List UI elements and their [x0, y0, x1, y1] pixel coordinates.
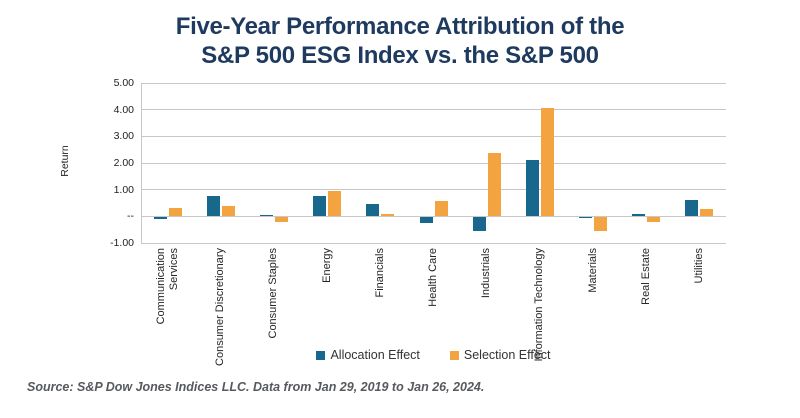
plot-area: [141, 82, 726, 244]
x-axis-label: Consumer Staples: [267, 248, 280, 339]
gridline: [141, 215, 726, 217]
bar-selection: [647, 217, 661, 222]
bar-selection: [328, 191, 342, 217]
bar-selection: [274, 217, 288, 223]
bar-allocation: [419, 217, 433, 223]
bar-allocation: [685, 199, 699, 217]
x-axis-label: Communication Services: [154, 248, 180, 325]
gridline: [141, 135, 726, 137]
bar-allocation: [632, 213, 646, 217]
bar-allocation: [313, 196, 327, 217]
y-tick-label: --: [127, 210, 134, 223]
bar-allocation: [259, 215, 273, 217]
legend-label: Allocation Effect: [330, 348, 420, 362]
bar-selection: [487, 152, 501, 217]
y-tick-label: 3.00: [113, 130, 134, 143]
bar-allocation: [472, 217, 486, 232]
legend: Allocation Effect Selection Effect: [141, 348, 726, 362]
x-axis-label: Real Estate: [639, 248, 652, 305]
bar-selection: [594, 217, 608, 231]
bar-selection: [168, 208, 182, 217]
bar-selection: [700, 208, 714, 217]
y-axis-title: Return: [59, 145, 71, 177]
bar-selection: [221, 205, 235, 217]
bar-selection: [540, 107, 554, 217]
x-axis-label: Industrials: [480, 248, 493, 299]
y-tick-label: 1.00: [113, 183, 134, 196]
x-axis-label: Materials: [586, 248, 599, 293]
bar-selection: [434, 200, 448, 217]
y-tick-label: 2.00: [113, 157, 134, 169]
x-axis-label: Utilities: [692, 248, 705, 284]
legend-label: Selection Effect: [463, 348, 551, 362]
y-tick-label: -1.00: [110, 237, 134, 249]
gridline: [141, 242, 726, 244]
gridline: [141, 82, 726, 84]
legend-swatch-icon: [316, 350, 326, 360]
x-axis-label: Financials: [373, 248, 386, 298]
gridline: [141, 162, 726, 164]
bar-selection: [381, 213, 395, 217]
x-axis-label: Information Technology: [533, 248, 546, 362]
bar-allocation: [206, 196, 220, 217]
gridline: [141, 109, 726, 111]
gridline: [141, 189, 726, 191]
x-axis-label: Consumer Discretionary: [214, 248, 227, 366]
bar-allocation: [153, 217, 167, 219]
bar-allocation: [579, 217, 593, 219]
chart-title: Five-Year Performance Attribution of the…: [175, 13, 625, 69]
bar-allocation: [525, 160, 539, 217]
bar-allocation: [366, 203, 380, 217]
x-axis-label: Health Care: [427, 248, 439, 307]
y-tick-label: 4.00: [113, 103, 134, 116]
legend-item-selection: Selection Effect: [449, 348, 551, 362]
y-tick-label: 5.00: [113, 77, 134, 89]
x-axis-label: Energy: [320, 248, 333, 283]
source-note: Source: S&P Dow Jones Indices LLC. Data …: [27, 380, 485, 394]
legend-swatch-icon: [449, 350, 459, 360]
legend-item-allocation: Allocation Effect: [316, 348, 420, 362]
